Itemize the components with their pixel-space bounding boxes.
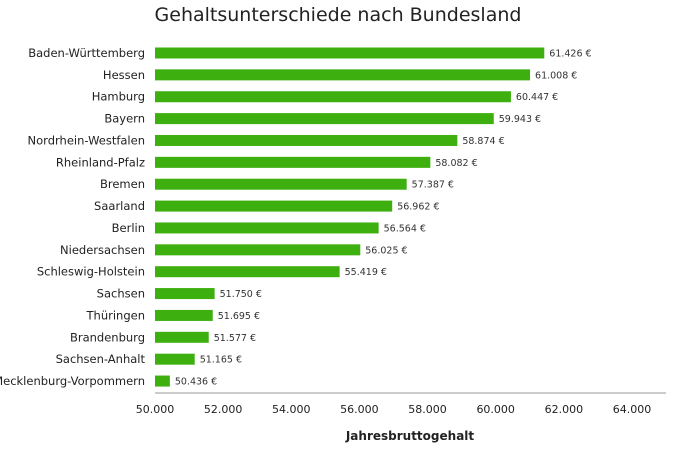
bar [155, 222, 379, 234]
value-label: 51.577 € [214, 333, 256, 344]
x-tick-label: 58.000 [408, 403, 447, 416]
x-tick-label: 54.000 [272, 403, 311, 416]
x-tick-label: 50.000 [136, 403, 175, 416]
bar [155, 309, 213, 321]
x-tick-label: 64.000 [613, 403, 652, 416]
bar [155, 353, 195, 365]
category-label: Baden-Württemberg [28, 46, 145, 60]
category-label: Hamburg [92, 90, 145, 104]
category-label: Nordrhein-Westfalen [28, 133, 145, 147]
category-label: Niedersachsen [60, 243, 145, 257]
x-tick-label: 52.000 [204, 403, 243, 416]
category-label: Hessen [103, 68, 145, 82]
category-label: Thüringen [86, 308, 145, 322]
category-label: Saarland [94, 199, 145, 213]
category-label: Bremen [100, 177, 145, 191]
value-label: 56.025 € [365, 245, 407, 256]
category-label: Mecklenburg-Vorpommern [0, 374, 145, 388]
category-label: Schleswig-Holstein [37, 265, 145, 279]
bar [155, 113, 494, 125]
chart-title: Gehaltsunterschiede nach Bundesland [155, 4, 522, 26]
value-label: 59.943 € [499, 114, 541, 125]
category-label: Rheinland-Pfalz [56, 155, 145, 169]
bar [155, 288, 215, 300]
bar [155, 91, 511, 103]
category-label: Sachsen [97, 287, 145, 301]
value-label: 57.387 € [412, 180, 454, 191]
value-label: 50.436 € [175, 377, 217, 388]
bar [155, 331, 209, 343]
value-label: 51.750 € [220, 289, 262, 300]
bar [155, 375, 170, 387]
value-label: 51.165 € [200, 355, 242, 366]
value-label: 58.082 € [435, 158, 477, 169]
bar [155, 134, 458, 146]
bar [155, 156, 431, 168]
x-tick-label: 56.000 [340, 403, 379, 416]
x-tick-label: 60.000 [476, 403, 515, 416]
bar [155, 266, 340, 278]
value-label: 55.419 € [345, 267, 387, 278]
category-label: Sachsen-Anhalt [56, 352, 146, 366]
category-label: Berlin [112, 221, 145, 235]
value-label: 51.695 € [218, 311, 260, 322]
bar [155, 47, 545, 59]
category-label: Bayern [104, 112, 145, 126]
bar [155, 69, 531, 81]
bar [155, 178, 407, 190]
value-label: 56.564 € [384, 223, 426, 234]
value-label: 56.962 € [397, 202, 439, 213]
value-label: 61.008 € [535, 70, 577, 81]
x-tick-label: 62.000 [545, 403, 584, 416]
bar [155, 244, 361, 256]
value-label: 60.447 € [516, 92, 558, 103]
value-label: 58.874 € [462, 136, 504, 147]
bar [155, 200, 393, 212]
value-label: 61.426 € [549, 49, 591, 60]
category-label: Brandenburg [70, 330, 145, 344]
x-axis-label: Jahresbruttogehalt [345, 429, 475, 443]
